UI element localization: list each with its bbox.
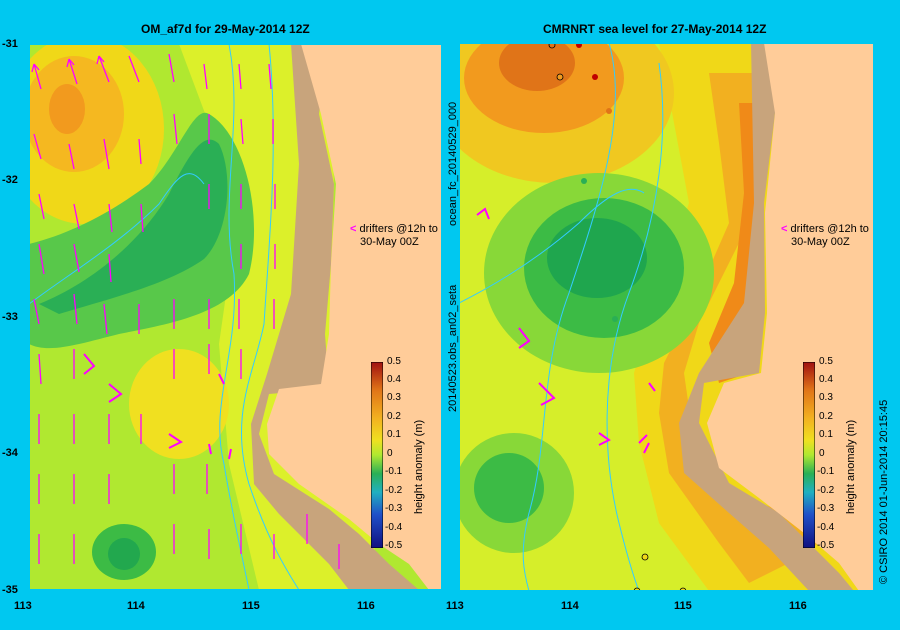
cb-left-tick: 0.3	[387, 392, 401, 403]
lon-tick-114-right: 114	[561, 600, 579, 612]
left-panel-title: OM_af7d for 29-May-2014 12Z	[141, 22, 310, 36]
cb-right-tick: -0.1	[817, 466, 835, 477]
cb-left-tick: -0.5	[385, 540, 403, 551]
lon-tick-115-right: 115	[674, 600, 692, 612]
left-map	[29, 44, 442, 590]
left-velocity-vectors	[31, 53, 340, 569]
left-colorbar-label: height anomaly (m)	[413, 419, 425, 514]
lon-tick-116-left: 116	[357, 600, 375, 612]
credit-text: © CSIRO 2014 01-Jun-2014 20:15:45	[878, 399, 890, 584]
cb-right-tick: 0.5	[819, 356, 833, 367]
right-panel-title: CMRNRT sea level for 27-May-2014 12Z	[543, 22, 767, 36]
right-observation-points	[548, 43, 687, 591]
cb-right-tick: 0	[819, 448, 825, 459]
left-orange-eddy-core	[49, 84, 85, 134]
left-colorbar	[371, 362, 383, 548]
cb-left-tick: -0.3	[385, 503, 403, 514]
lat-tick-33: -33	[2, 311, 18, 323]
lon-tick-113-right: 113	[446, 600, 464, 612]
cb-right-tick: -0.2	[817, 485, 835, 496]
left-drifter-note-line1: drifters @12h to	[359, 223, 438, 235]
right-orange-eddy-core	[499, 43, 575, 91]
right-isobath-1	[522, 43, 616, 591]
cb-left-tick: 0.4	[387, 374, 401, 385]
cb-right-tick: -0.3	[817, 503, 835, 514]
cb-left-tick: -0.2	[385, 485, 403, 496]
cb-right-tick: 0.3	[819, 392, 833, 403]
right-isobath-3	[459, 188, 645, 304]
left-land	[267, 44, 442, 590]
left-dark-green	[39, 139, 228, 314]
cb-left-tick: 0	[387, 448, 393, 459]
right-drifter-note-line2: 30-May 00Z	[791, 236, 850, 248]
right-colorbar-label: height anomaly (m)	[845, 419, 857, 514]
right-shelf	[679, 43, 854, 591]
cb-right-tick: -0.4	[817, 522, 835, 533]
cb-right-tick: -0.5	[817, 540, 835, 551]
cb-right-tick: 0.2	[819, 411, 833, 422]
left-isobath-3	[29, 173, 205, 305]
lon-tick-116-right: 116	[789, 600, 807, 612]
left-shelf	[251, 44, 419, 590]
left-drifter-note: < drifters @12h to 30-May 00Z	[350, 223, 438, 248]
left-isobath-2	[240, 44, 300, 590]
cb-left-tick: 0.2	[387, 411, 401, 422]
cb-right-tick: 0.1	[819, 429, 833, 440]
lat-tick-35: -35	[2, 584, 18, 596]
cb-right-tick: 0.4	[819, 374, 833, 385]
right-green-eddy-south-core	[474, 453, 544, 523]
lon-tick-113-left: 113	[14, 600, 32, 612]
left-yellow-blob	[129, 349, 229, 459]
lon-tick-114-left: 114	[127, 600, 145, 612]
right-isobath-2	[606, 62, 664, 591]
left-isobath-1	[219, 44, 250, 590]
lat-tick-32: -32	[2, 174, 18, 186]
right-side-label-top: ocean_fc_20140529_000	[447, 101, 459, 226]
right-colorbar	[803, 362, 815, 548]
right-drifter-tracks	[476, 207, 656, 454]
right-green-eddy-core	[547, 218, 647, 298]
right-map	[459, 43, 874, 591]
cb-left-tick: -0.4	[385, 522, 403, 533]
lon-tick-115-left: 115	[242, 600, 260, 612]
lat-tick-34: -34	[2, 447, 18, 459]
right-drifter-note-line1: drifters @12h to	[790, 223, 869, 235]
left-drifter-note-line2: 30-May 00Z	[360, 236, 419, 248]
lat-tick-31: -31	[2, 38, 18, 50]
right-side-label-bottom: 20140523.obs_an02_seta	[447, 284, 459, 412]
cb-left-tick: -0.1	[385, 466, 403, 477]
right-drifter-note: < drifters @12h to 30-May 00Z	[781, 223, 869, 248]
left-drifter-tracks	[83, 353, 232, 460]
cb-left-tick: 0.1	[387, 429, 401, 440]
left-green-eddy-core	[108, 538, 140, 570]
cb-left-tick: 0.5	[387, 356, 401, 367]
right-land	[707, 43, 874, 591]
